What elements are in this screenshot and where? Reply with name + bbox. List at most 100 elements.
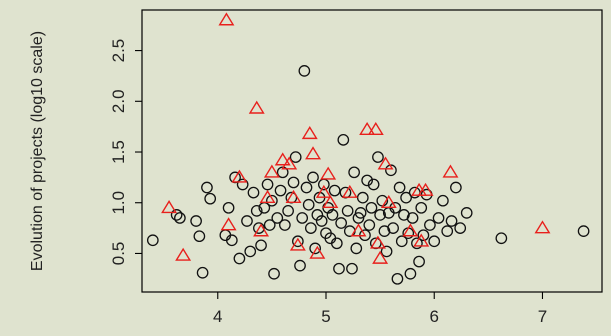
circle-point [395,235,408,248]
circle-point [454,222,467,234]
circle-point [298,65,311,77]
triangle-point [350,223,367,237]
circle-point [274,184,287,197]
circle-point [391,272,404,285]
plot-frame [141,9,603,293]
circle-point [296,212,309,224]
circle-point [174,212,186,224]
triangle-point [285,189,302,203]
circle-point [279,219,291,231]
circle-point [437,194,449,207]
triangle-point [322,194,339,209]
circle-point [204,192,217,205]
circle-point [441,225,454,237]
circle-point [247,186,260,199]
circle-point [261,178,274,191]
triangle-point [281,156,298,170]
triangle-point [377,156,394,170]
triangle-point [274,152,291,166]
circle-point [170,209,183,221]
triangle-point [218,12,235,26]
x-tick-label: 7 [538,307,547,326]
triangle-point [248,100,265,114]
triangle-point [231,169,248,183]
circle-point [404,267,417,280]
data-points [146,12,590,285]
circle-point [363,219,376,231]
circle-point [411,237,423,250]
y-axis-title: Evolution of projects (log10 scale) [29,31,46,271]
circle-point [413,255,425,268]
circle-point [201,181,213,194]
circle-point [250,204,263,217]
triangle-point [175,247,192,261]
circle-point [294,259,306,272]
circle-point [268,267,280,280]
circle-point [372,151,384,163]
circle-point [406,212,419,224]
circle-point [460,207,473,219]
circle-point [356,191,369,204]
circle-point [337,133,350,146]
triangle-point [309,245,326,259]
circle-point [365,201,378,214]
circle-point [341,204,354,217]
triangle-point [442,164,459,178]
circle-point [315,215,328,227]
circle-point [287,176,300,189]
circle-point [335,217,348,229]
triangle-point [372,250,389,264]
circle-point [417,229,430,242]
circle-point [424,219,436,231]
x-axis: 4 5 6 7 [213,292,547,326]
circle-point [266,194,278,207]
triangle-point [220,217,237,231]
circle-point [400,191,412,204]
circle-point [271,212,284,224]
circle-point [304,222,317,234]
circle-point [300,181,313,194]
circle-point [415,201,428,214]
triangle-point [417,182,434,196]
circle-point [193,230,206,243]
circle-point [289,151,302,163]
circle-point [222,201,235,214]
circle-point [348,166,360,179]
circle-point [385,164,397,177]
circle-point [326,209,339,221]
triangle-point [289,237,306,251]
triangle-point [315,184,332,198]
circle-point [255,239,267,252]
triangle-point [259,189,276,203]
circle-point [361,174,373,187]
triangle-point [263,164,280,178]
triangle-point [301,126,318,140]
circle-point [225,234,238,247]
circle-point [450,181,462,194]
circle-point [577,225,590,237]
circle-point [343,225,356,237]
circle-point [354,207,367,219]
triangle-point [367,121,384,136]
circle-point [374,209,386,221]
circle-point [367,178,380,191]
triangle-point [341,184,358,198]
circle-point [233,252,246,265]
circle-point [241,215,253,227]
circle-point [428,235,441,248]
circle-point [432,212,445,224]
circle-point [352,212,365,224]
triangle-point [161,200,178,214]
circle-point [317,178,330,191]
circle-point [495,232,508,245]
circle-point [292,235,304,248]
y-tick-label: 0.5 [109,242,128,266]
triangle-point [413,233,430,247]
circle-point [253,222,265,234]
circle-point [387,222,399,234]
circle-point [263,219,276,231]
x-tick-label: 5 [321,307,330,326]
y-axis: 0.5 1.0 1.5 2.0 2.5 [109,39,142,266]
y-tick-label: 2.0 [109,89,128,113]
